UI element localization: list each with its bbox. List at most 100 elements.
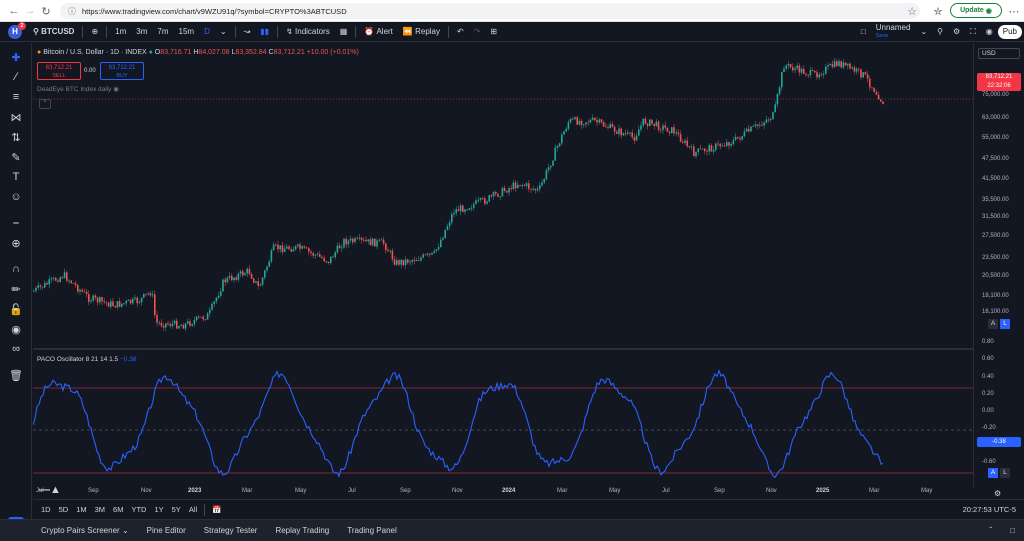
time-tick: May (921, 488, 933, 494)
tab-strategy-tester[interactable]: Strategy Tester (203, 526, 258, 535)
layout-name-button[interactable]: Unnamed Save (875, 22, 911, 39)
update-button[interactable]: Update ◉ (950, 3, 1002, 18)
interval-d[interactable]: D (204, 27, 210, 36)
candle-body (286, 246, 288, 249)
replay-button[interactable]: ⏪ Replay (402, 27, 440, 36)
interval-3m[interactable]: 3m (136, 27, 148, 36)
time-tick: Sep (400, 488, 411, 494)
undo-icon[interactable]: ↶ (457, 27, 464, 36)
range-5d[interactable]: 5D (58, 505, 69, 514)
alert-button[interactable]: ⏰ Alert (364, 27, 393, 36)
log-scale-button[interactable]: L (1000, 319, 1010, 329)
eye-icon[interactable]: ◉ (11, 323, 21, 336)
range-all[interactable]: All (188, 505, 198, 514)
interval-7m[interactable]: 7m (157, 27, 169, 36)
address-bar[interactable]: ⓘ https://www.tradingview.com/chart/v9WZ… (60, 3, 920, 19)
price-chart-svg[interactable] (33, 43, 973, 487)
pattern-icon[interactable]: ⋈ (10, 111, 22, 124)
quick-search-icon[interactable]: ⚲ (937, 27, 943, 36)
symbol-search-button[interactable]: ⚲ BTCUSD (33, 27, 75, 36)
osc-log-scale-button[interactable]: L (1000, 468, 1010, 478)
site-info-icon[interactable]: ⓘ (68, 6, 76, 16)
candle-body (239, 271, 242, 274)
brush-icon[interactable]: ✎ (11, 151, 21, 164)
range-1m[interactable]: 1M (76, 505, 87, 514)
zoom-in-icon[interactable]: ⊕ (11, 237, 21, 250)
visibility-eye-icon[interactable]: ◉ (113, 86, 119, 93)
range-1y[interactable]: 1Y (154, 505, 164, 514)
reload-icon[interactable]: ↻ (41, 5, 51, 18)
tab-pine-editor[interactable]: Pine Editor (146, 526, 186, 535)
favorites-icon[interactable]: ✮ (933, 5, 943, 18)
close-value: 83,712.21 (273, 49, 305, 56)
range-1d[interactable]: 1D (41, 505, 51, 514)
collapse-legend-icon[interactable]: ˆ (39, 99, 51, 109)
candle-body (184, 323, 187, 329)
trash-icon[interactable]: 🗑 (9, 369, 23, 382)
symbol-legend[interactable]: ● Bitcoin / U.S. Dollar · 1D · INDEX ● O… (37, 49, 359, 56)
layout-window-icon[interactable]: □ (860, 27, 866, 36)
candle-body (466, 209, 468, 211)
compare-symbol-button[interactable]: ⊕ (86, 22, 103, 42)
bar-style-icon[interactable]: ▮▮ (260, 27, 270, 36)
trend-line-icon[interactable]: ∕ (15, 71, 17, 83)
lock-icon[interactable]: 🔓 (9, 303, 23, 316)
auto-scale-button[interactable]: A (988, 319, 998, 329)
ruler-icon[interactable]: ⎯ (13, 216, 19, 229)
publish-button[interactable]: Pub (997, 24, 1022, 39)
candle-body (525, 183, 528, 186)
more-menu-icon[interactable]: ⋯ (1008, 5, 1020, 18)
time-axis-settings-icon[interactable]: ⚙ (994, 489, 1002, 498)
clock-timezone[interactable]: 20:27:53 UTC-5 (962, 505, 1016, 514)
range-ytd[interactable]: YTD (131, 505, 147, 514)
templates-icon[interactable]: ▦ (339, 27, 348, 36)
tab-replay-trading[interactable]: Replay Trading (275, 526, 330, 535)
osc-current-label: -0.38 (977, 437, 1021, 447)
chart-pane[interactable]: ● Bitcoin / U.S. Dollar · 1D · INDEX ● O… (33, 43, 973, 496)
fullscreen-icon[interactable]: ⛶ (970, 26, 976, 36)
stay-drawing-icon[interactable]: ✏ (11, 283, 21, 296)
range-6m[interactable]: 6M (113, 505, 124, 514)
tab-trading-panel[interactable]: Trading Panel (347, 526, 397, 535)
indicator-legend-paco[interactable]: PACO Oscillator 8 21 14 1.5 −0.38 (37, 356, 137, 363)
candle-body (728, 142, 730, 146)
link-icon[interactable]: ∞ (12, 343, 20, 355)
tradingview-logo-icon[interactable]: —▲ (39, 484, 61, 496)
redo-icon[interactable]: ↷ (473, 27, 481, 36)
fib-icon[interactable]: ≡ (12, 91, 20, 103)
chart-type-icon[interactable]: ↝ (243, 27, 251, 36)
candle-body (464, 209, 466, 212)
collapse-panel-icon[interactable]: ˆ (989, 526, 993, 535)
favorite-star-icon[interactable]: ☆ (907, 5, 917, 18)
candle-body (255, 281, 257, 283)
camera-icon[interactable]: ◉ (985, 27, 993, 36)
buy-button[interactable]: 83,712.21 BUY (100, 62, 144, 80)
crosshair-icon[interactable]: ✚ (11, 51, 21, 64)
magnet-icon[interactable]: ∩ (12, 263, 20, 275)
candle-body (706, 151, 708, 152)
candle-body (44, 283, 46, 288)
interval-1m[interactable]: 1m (115, 27, 127, 36)
osc-auto-scale-button[interactable]: A (988, 468, 998, 478)
go-to-date-icon[interactable]: 📅 (212, 505, 222, 514)
interval-15m[interactable]: 15m (178, 27, 195, 36)
price-axis[interactable]: USD 83,712.21 22:32:06 75,000.00 63,000.… (973, 43, 1024, 498)
emoji-icon[interactable]: ☺ (10, 191, 22, 203)
forecast-icon[interactable]: ⇅ (11, 131, 21, 144)
layout-icon[interactable]: ⊞ (490, 27, 498, 36)
range-5y[interactable]: 5Y (171, 505, 181, 514)
forward-icon[interactable]: → (24, 5, 36, 17)
range-3m[interactable]: 3M (94, 505, 106, 514)
back-icon[interactable]: ← (8, 5, 20, 17)
settings-gear-icon[interactable]: ⚙ (953, 27, 961, 36)
indicators-button[interactable]: ↯ Indicators (286, 27, 330, 36)
sell-button[interactable]: 83,712.21 SELL (37, 62, 81, 80)
text-icon[interactable]: T (12, 171, 20, 183)
maximize-panel-icon[interactable]: □ (1010, 526, 1015, 535)
currency-selector[interactable]: USD (978, 48, 1020, 59)
tab-crypto-pairs-screener[interactable]: Crypto Pairs Screener ⌄ (41, 526, 129, 535)
interval-dropdown-icon[interactable]: ⌄ (219, 27, 227, 36)
layout-menu-icon[interactable]: ⌄ (920, 27, 928, 36)
indicator-legend-deadeye[interactable]: DeadEye BTC Index daily ◉ (37, 86, 119, 93)
